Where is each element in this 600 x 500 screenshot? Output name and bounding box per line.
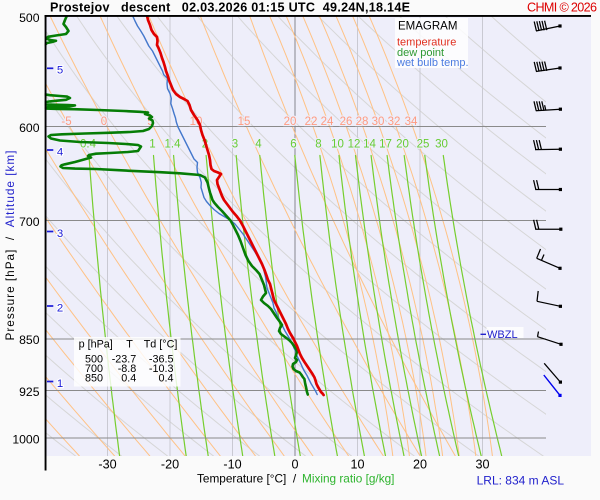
svg-text:1: 1 [57,378,63,390]
svg-text:20: 20 [413,457,427,471]
svg-text:34: 34 [405,116,418,128]
svg-text:500: 500 [85,353,103,365]
svg-text:1.4: 1.4 [165,139,182,151]
svg-text:-36.5: -36.5 [149,353,174,365]
svg-text:EMAGRAM: EMAGRAM [398,20,457,32]
svg-text:-30: -30 [98,457,116,471]
svg-text:5: 5 [57,65,63,77]
svg-text:20: 20 [396,139,409,151]
svg-text:p [hPa]: p [hPa] [79,338,113,350]
svg-text:3: 3 [57,228,63,240]
svg-text:CHMI © 2026: CHMI © 2026 [527,1,597,15]
svg-text:12: 12 [348,139,361,151]
svg-text:4: 4 [57,146,63,158]
svg-text:0: 0 [291,457,298,471]
svg-text:0.4: 0.4 [121,373,136,385]
svg-text:T: T [126,338,133,350]
svg-text:0.4: 0.4 [158,373,173,385]
svg-text:10: 10 [331,139,344,151]
svg-text:24: 24 [321,116,334,128]
svg-text:28: 28 [356,116,369,128]
svg-text:500: 500 [19,11,40,25]
svg-text:dew point: dew point [397,47,444,59]
svg-text:-5: -5 [61,116,71,128]
svg-text:3: 3 [232,139,238,151]
svg-text:850: 850 [19,333,40,347]
svg-text:-20: -20 [161,457,179,471]
svg-text:Mixing ratio [g/kg]: Mixing ratio [g/kg] [302,471,394,485]
svg-text:17: 17 [379,139,392,151]
svg-text:-10.3: -10.3 [149,363,174,375]
svg-text:850: 850 [85,373,103,385]
svg-text:wet bulb temp.: wet bulb temp. [396,57,469,69]
svg-text:700: 700 [19,215,40,229]
svg-text:30: 30 [435,139,448,151]
svg-text:8: 8 [315,139,321,151]
svg-text:Pressure [hPa] / Altitude [k: Pressure [hPa] / Altitude [km] [3,150,17,340]
svg-text:22: 22 [305,116,318,128]
svg-text:600: 600 [19,121,40,135]
svg-text:30: 30 [372,116,385,128]
svg-text:925: 925 [19,385,40,399]
svg-text:1000: 1000 [12,432,39,446]
svg-text:2: 2 [57,302,63,314]
svg-text:-10: -10 [223,457,241,471]
svg-text:Td [°C]: Td [°C] [144,338,178,350]
svg-text:Temperature [°C] /: Temperature [°C] / [197,471,297,485]
svg-text:0.4: 0.4 [80,139,97,151]
svg-text:LRL: 834 m ASL: LRL: 834 m ASL [477,474,565,488]
svg-text:15: 15 [238,116,251,128]
svg-text:4: 4 [255,139,262,151]
svg-text:26: 26 [340,116,353,128]
svg-text:32: 32 [388,116,401,128]
svg-text:WBZL: WBZL [487,329,518,341]
svg-text:-8.8: -8.8 [118,363,137,375]
svg-text:20: 20 [284,116,297,128]
svg-text:25: 25 [417,139,430,151]
svg-text:0: 0 [101,116,107,128]
svg-text:5: 5 [147,116,153,128]
svg-text:temperature: temperature [397,37,456,49]
svg-text:10: 10 [350,457,364,471]
svg-text:Prostejov descent 02.03.20: Prostejov descent 02.03.2026 01:15 UTC 4… [50,1,410,15]
svg-text:700: 700 [85,363,103,375]
svg-text:14: 14 [363,139,376,151]
svg-text:1: 1 [149,139,155,151]
svg-text:6: 6 [290,139,296,151]
svg-text:-23.7: -23.7 [112,353,137,365]
svg-text:30: 30 [475,457,489,471]
